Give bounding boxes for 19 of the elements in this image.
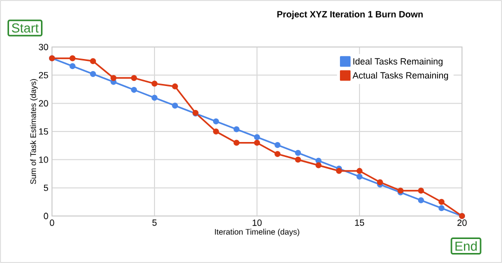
y-tick-label: 5 xyxy=(44,184,48,191)
y-axis-title: Sum of Task Estimates (days) xyxy=(30,79,38,184)
y-tick-label: 10 xyxy=(39,156,48,163)
x-tick-label: 20 xyxy=(457,220,467,226)
text: End xyxy=(456,241,477,251)
legend-label: Actual Tasks Remaining xyxy=(352,72,448,80)
y-tick-label: 25 xyxy=(38,72,48,78)
y-tick-label: 0 xyxy=(44,212,48,220)
text: Start xyxy=(12,23,39,33)
x-tick-label: 0 xyxy=(50,220,54,226)
y-tick-label: 15 xyxy=(39,128,48,135)
x-tick-label: 15 xyxy=(355,220,364,226)
legend-label: Ideal Tasks Remaining xyxy=(353,58,442,66)
x-tick-label: 10 xyxy=(252,220,262,226)
y-tick-label: 30 xyxy=(38,44,48,50)
y-tick-label: 20 xyxy=(38,100,48,107)
chart-title: Project XYZ Iteration 1 Burn Down xyxy=(277,10,423,20)
x-tick-label: 5 xyxy=(152,220,157,226)
x-axis-title: Iteration Timeline (days) xyxy=(214,228,300,236)
